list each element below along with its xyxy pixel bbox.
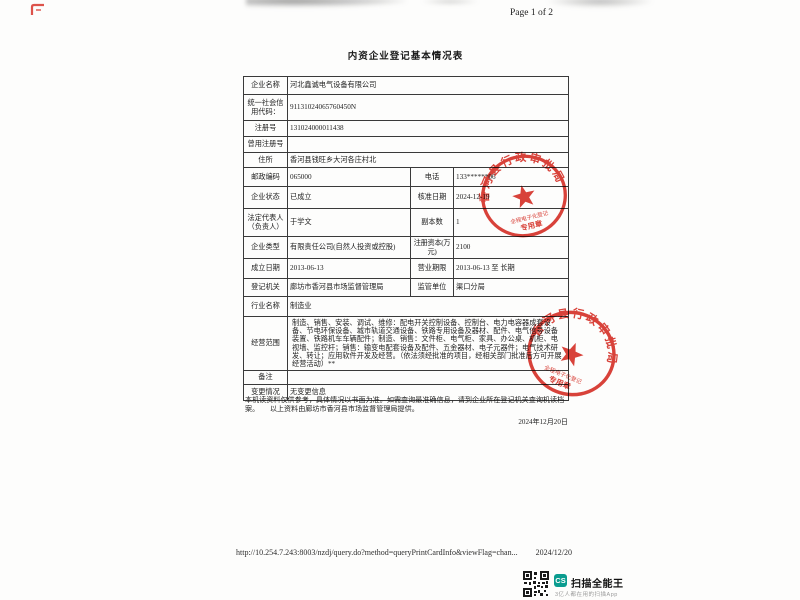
print-footer: http://10.254.7.243:8003/nzdj/query.do?m… xyxy=(236,548,572,557)
camscanner-logo-icon: CS xyxy=(554,574,567,587)
field-label: 企业类型 xyxy=(243,236,288,259)
registration-info-table: 企业名称 河北鑫诚电气设备有限公司 统一社会信用代码： 911310240657… xyxy=(243,76,569,402)
scan-smudge xyxy=(246,0,406,7)
qr-code xyxy=(523,571,549,597)
table-row: 统一社会信用代码： 91131024065760450N xyxy=(243,94,569,121)
table-row: 登记机关 廊坊市香河县市场监督管理局 监管单位 渠口分局 xyxy=(243,278,569,297)
field-value: 2100 xyxy=(453,236,569,259)
field-label: 登记机关 xyxy=(243,278,288,297)
field-value: 2024-12-19 xyxy=(453,186,569,209)
print-url: http://10.254.7.243:8003/nzdj/query.do?m… xyxy=(236,548,518,557)
table-row: 备注 xyxy=(243,370,569,386)
field-value: 2013-06-13 至 长期 xyxy=(453,258,569,279)
watermark-app-name: 扫描全能王 xyxy=(571,579,624,590)
page-indicator: Page 1 of 2 xyxy=(510,8,554,18)
field-label: 成立日期 xyxy=(243,258,288,279)
field-label: 曾用注册号 xyxy=(243,136,288,153)
field-label: 电话 xyxy=(410,167,454,187)
field-label: 住所 xyxy=(243,152,288,168)
table-row: 企业类型 有限责任公司(自然人投资或控股) 注册资本(万元) 2100 xyxy=(243,236,569,259)
field-label: 法定代表人（负责人） xyxy=(243,208,288,237)
field-value: 133******06 xyxy=(453,167,569,187)
field-value: 已成立 xyxy=(287,186,411,209)
scan-smudge xyxy=(420,0,480,5)
field-value: 渠口分局 xyxy=(453,278,569,297)
table-row: 变更情况 无变更信息 xyxy=(243,384,569,402)
field-label: 营业期限 xyxy=(410,258,454,279)
field-label: 监管单位 xyxy=(410,278,454,297)
field-value: 91131024065760450N xyxy=(287,94,569,121)
scan-smudge xyxy=(545,0,655,8)
table-row: 住所 香河县钱旺乡大河各庄村北 xyxy=(243,152,569,168)
field-value: 无变更信息 xyxy=(287,384,569,402)
field-label: 企业状态 xyxy=(243,186,288,209)
field-label: 注册号 xyxy=(243,120,288,137)
footer-note: 本机读资料仅供参考，具体情况以书面为准。如需查询最准确信息，请到企业所在登记机关… xyxy=(245,396,565,413)
field-label: 行业名称 xyxy=(243,296,288,317)
field-value: 1 xyxy=(453,208,569,237)
field-value: 131024000011438 xyxy=(287,120,569,137)
table-row: 成立日期 2013-06-13 营业期限 2013-06-13 至 长期 xyxy=(243,258,569,279)
field-value: 河北鑫诚电气设备有限公司 xyxy=(287,76,569,95)
field-label: 副本数 xyxy=(410,208,454,237)
table-row: 曾用注册号 xyxy=(243,136,569,153)
field-label: 统一社会信用代码： xyxy=(243,94,288,121)
stamp-fragment-icon xyxy=(30,3,44,15)
field-value: 制造业 xyxy=(287,296,569,317)
field-label: 变更情况 xyxy=(243,384,288,402)
field-value: 制造、销售、安装、调试、维修：配电开关控制设备、控制台、电力电容器成套设备、节电… xyxy=(287,315,569,372)
document-title: 内资企业登记基本情况表 xyxy=(347,52,464,62)
field-label: 邮政编码 xyxy=(243,167,288,187)
print-date: 2024/12/20 xyxy=(535,548,573,557)
field-label: 经营范围 xyxy=(243,315,288,372)
table-row: 注册号 131024000011438 xyxy=(243,120,569,137)
table-row: 邮政编码 065000 电话 133******06 xyxy=(243,167,569,187)
table-row: 法定代表人（负责人） 于学文 副本数 1 xyxy=(243,208,569,237)
field-value: 于学文 xyxy=(287,208,411,237)
footer-date: 2024年12月20日 xyxy=(518,418,568,426)
table-row: 经营范围 制造、销售、安装、调试、维修：配电开关控制设备、控制台、电力电容器成套… xyxy=(243,315,569,372)
field-value xyxy=(287,136,569,153)
field-value: 065000 xyxy=(287,167,411,187)
field-value: 廊坊市香河县市场监督管理局 xyxy=(287,278,411,297)
field-value: 2013-06-13 xyxy=(287,258,411,279)
field-value: 香河县钱旺乡大河各庄村北 xyxy=(287,152,569,168)
field-label: 备注 xyxy=(243,370,288,386)
field-label: 企业名称 xyxy=(243,76,288,95)
field-label: 核准日期 xyxy=(410,186,454,209)
table-row: 企业名称 河北鑫诚电气设备有限公司 xyxy=(243,76,569,95)
field-value xyxy=(287,370,569,386)
table-row: 行业名称 制造业 xyxy=(243,296,569,317)
table-row: 企业状态 已成立 核准日期 2024-12-19 xyxy=(243,186,569,209)
watermark-tagline: 3亿人都在用的扫描App xyxy=(555,592,618,598)
field-label: 注册资本(万元) xyxy=(410,236,454,259)
field-value: 有限责任公司(自然人投资或控股) xyxy=(287,236,411,259)
